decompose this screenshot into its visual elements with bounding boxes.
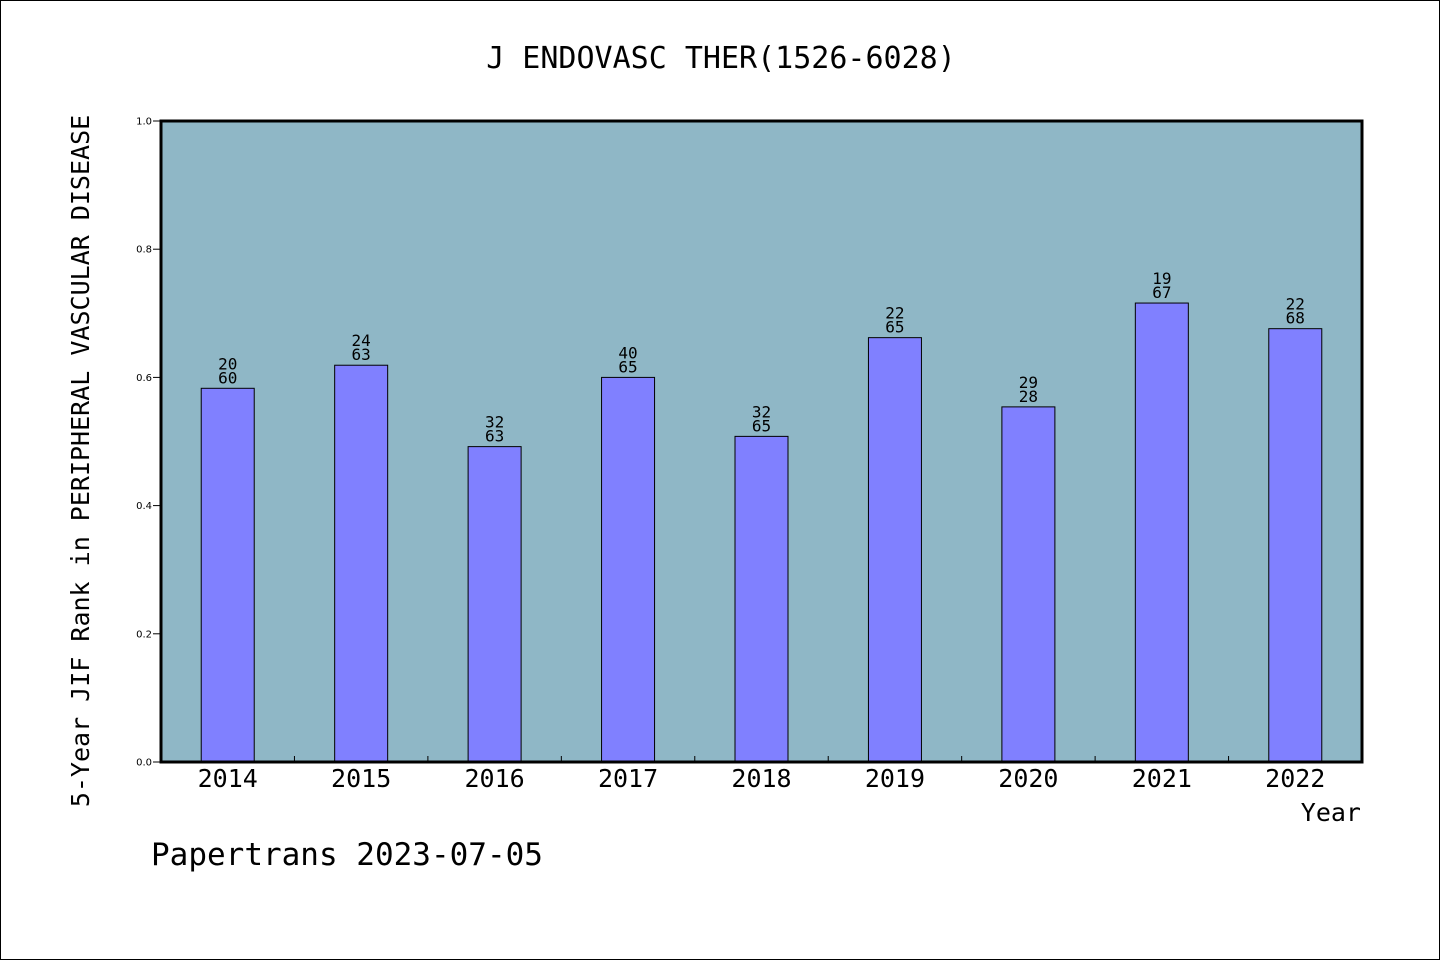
bar — [200, 387, 255, 763]
bar-label-total: 63 — [352, 345, 371, 364]
bars-layer — [200, 302, 1323, 763]
y-tick-label: 0.8 — [136, 245, 152, 256]
bar-label-total: 65 — [618, 357, 637, 376]
x-tick-label: 2018 — [731, 764, 791, 793]
bar-label-rank: 32 — [752, 402, 771, 421]
bar-label-rank: 32 — [485, 413, 504, 432]
x-tick-label: 2015 — [331, 764, 391, 793]
y-tick-label: 0.0 — [136, 758, 152, 769]
x-tick-label: 2017 — [598, 764, 658, 793]
bar — [467, 446, 522, 763]
bar-label-total: 60 — [218, 368, 237, 387]
x-tick-label: 2022 — [1265, 764, 1325, 793]
x-axis-ticks: 2014 2015 2016 2017 2018 2019 2020 2021 2022 — [198, 756, 1325, 793]
bar — [867, 337, 922, 763]
x-tick-label: 2016 — [465, 764, 525, 793]
bar-label-total: 63 — [485, 427, 504, 446]
bar-label-rank: 22 — [885, 304, 904, 323]
bar — [734, 435, 789, 763]
x-tick-label: 2019 — [865, 764, 925, 793]
bar — [1001, 406, 1056, 763]
y-axis-label: 5-Year JIF Rank in PERIPHERAL VASCULAR D… — [66, 115, 95, 807]
footer-credit: Papertrans 2023-07-05 — [151, 837, 543, 873]
bar-label-total: 68 — [1286, 309, 1305, 328]
y-tick-label: 0.2 — [136, 629, 152, 640]
bar-label-total: 67 — [1152, 283, 1171, 302]
x-tick-label: 2020 — [998, 764, 1058, 793]
bar-label-rank: 24 — [352, 331, 371, 350]
y-axis-ticks: 0.0 0.2 0.4 0.6 0.8 1.0 — [136, 117, 161, 769]
bar-label-rank: 22 — [1286, 295, 1305, 314]
plot-border — [159, 119, 1364, 764]
bar-label-rank: 19 — [1152, 269, 1171, 288]
bar — [601, 376, 656, 763]
y-tick-label: 0.6 — [136, 373, 152, 384]
bar-label-rank: 40 — [618, 343, 637, 362]
y-tick-label: 0.4 — [136, 501, 152, 512]
bar-label-total: 65 — [885, 318, 904, 337]
x-tick-label: 2021 — [1132, 764, 1192, 793]
bar — [334, 364, 389, 763]
bar — [1134, 302, 1189, 763]
x-tick-label: 2014 — [198, 764, 258, 793]
bar — [1268, 328, 1323, 763]
bar-label-total: 28 — [1019, 387, 1038, 406]
bar-label-rank: 29 — [1019, 373, 1038, 392]
y-tick-label: 1.0 — [136, 117, 152, 128]
bar-label-total: 65 — [752, 416, 771, 435]
bar-label-rank: 20 — [218, 354, 237, 373]
chart-title: J ENDOVASC THER(1526-6028) — [486, 41, 956, 76]
x-axis-label: Year — [1301, 798, 1361, 827]
